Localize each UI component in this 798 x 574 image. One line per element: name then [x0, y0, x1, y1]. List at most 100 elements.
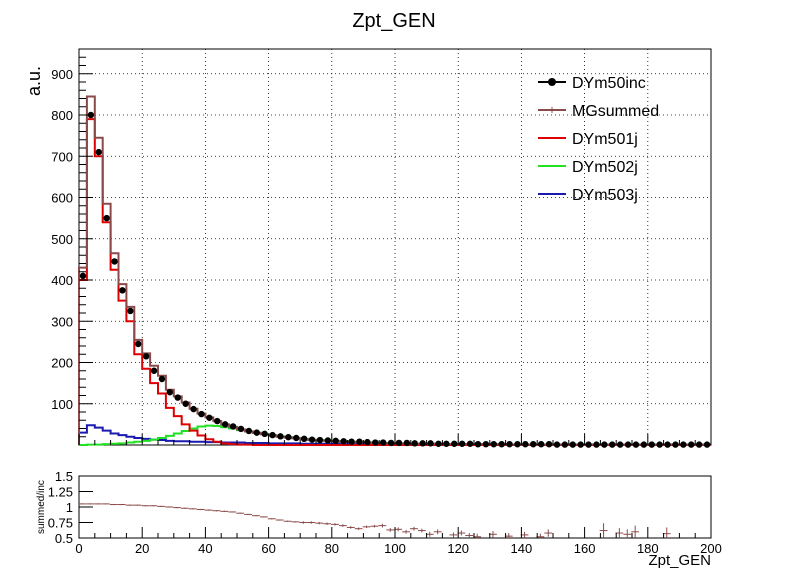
series-point: [585, 441, 592, 448]
series-point: [680, 441, 687, 448]
series-point: [419, 440, 426, 447]
legend-entry-DYm501j: DYm501j: [538, 131, 638, 148]
y-tick-label: 500: [51, 232, 73, 247]
x-tick-label: 180: [637, 541, 659, 556]
series-point: [395, 439, 403, 447]
series-point: [308, 436, 316, 443]
ratio-y-axis-label: summed/inc: [36, 480, 47, 534]
main-plot: 100 200 300 400 500 600 700 800 900 a.u.: [24, 48, 712, 448]
series-point: [316, 436, 324, 444]
series-point: [482, 440, 490, 448]
series-point: [616, 441, 624, 448]
series-point: [648, 441, 655, 448]
series-point: [514, 440, 521, 448]
series-point: [127, 307, 134, 315]
series-point: [340, 438, 347, 445]
legend-entry-MGsummed: MGsummed: [538, 103, 659, 120]
x-axis-label: Zpt_GEN: [648, 552, 711, 569]
series-DYm50inc: [79, 111, 711, 448]
series-point: [119, 287, 126, 294]
series-point: [166, 389, 174, 396]
series-point: [561, 441, 569, 448]
series-point: [640, 441, 648, 448]
series-point: [182, 400, 189, 407]
legend-label: DYm502j: [572, 159, 638, 176]
x-tick-label: 0: [75, 541, 82, 556]
series-point: [229, 423, 237, 430]
series-point: [174, 394, 181, 401]
series-point: [198, 410, 205, 418]
ratio-series-layer: [78, 503, 671, 538]
series-point: [553, 441, 561, 448]
legend-label: DYm501j: [572, 131, 638, 148]
series-point: [601, 441, 608, 448]
ratio-y-tick-label: 1: [66, 500, 73, 515]
main-series-layer: [78, 95, 711, 448]
y-tick-label: 100: [51, 397, 73, 412]
series-point: [387, 439, 395, 447]
series-point: [474, 440, 482, 448]
series-point: [190, 405, 197, 413]
series-point: [498, 440, 505, 448]
series-point: [695, 441, 703, 448]
legend-label: DYm50inc: [572, 75, 646, 92]
series-point: [451, 440, 458, 447]
series-point: [624, 441, 632, 448]
legend: DYm50inc MGsummed DYm501j DYm502j DYm503j: [538, 75, 659, 204]
series-point: [545, 440, 553, 448]
y-tick-label: 200: [51, 356, 73, 371]
x-tick-label: 40: [198, 541, 212, 556]
series-point: [135, 340, 142, 348]
series-point: [285, 433, 292, 441]
series-point: [458, 440, 466, 447]
legend-marker: [548, 78, 556, 86]
series-point: [214, 417, 221, 425]
y-tick-label: 600: [51, 191, 73, 206]
series-point: [79, 272, 87, 280]
series-point: [364, 438, 371, 446]
ratio-y-tick-label: 0.75: [48, 516, 73, 531]
series-point: [522, 440, 529, 448]
series-point: [656, 441, 663, 448]
series-point: [237, 425, 245, 433]
series-point: [530, 440, 537, 448]
series-point: [490, 440, 497, 448]
series-point: [379, 439, 387, 446]
series-point: [443, 440, 450, 447]
series-point: [324, 437, 332, 444]
x-tick-label: 140: [511, 541, 533, 556]
series-point: [221, 421, 229, 428]
series-point: [95, 148, 102, 156]
legend-entry-DYm503j: DYm503j: [538, 187, 638, 204]
series-point: [609, 441, 616, 448]
series-point: [577, 441, 584, 448]
ratio-y-tick-label: 1.5: [55, 469, 73, 484]
legend-entry-DYm50inc: DYm50inc: [538, 75, 646, 92]
series-point: [206, 414, 213, 421]
series-point: [150, 367, 158, 374]
legend-label: DYm503j: [572, 187, 638, 204]
series-point: [356, 438, 363, 445]
x-tick-label: 60: [261, 541, 275, 556]
series-point: [632, 441, 640, 448]
series-point: [158, 375, 166, 383]
series-point: [593, 441, 600, 448]
main-y-axis-label: a.u.: [24, 66, 44, 96]
series-point: [277, 433, 284, 440]
y-tick-label: 400: [51, 273, 73, 288]
series-point: [466, 440, 474, 447]
series-point: [537, 440, 545, 448]
chart-title: Zpt_GEN: [352, 10, 435, 32]
series-point: [142, 353, 150, 360]
series-point: [703, 441, 711, 448]
x-tick-label: 100: [384, 541, 406, 556]
ratio-y-tick-label: 0.5: [55, 531, 73, 546]
series-point: [664, 441, 671, 448]
y-tick-label: 900: [51, 67, 73, 82]
series-point: [506, 440, 513, 448]
series-point: [569, 441, 576, 448]
series-point: [411, 440, 418, 447]
